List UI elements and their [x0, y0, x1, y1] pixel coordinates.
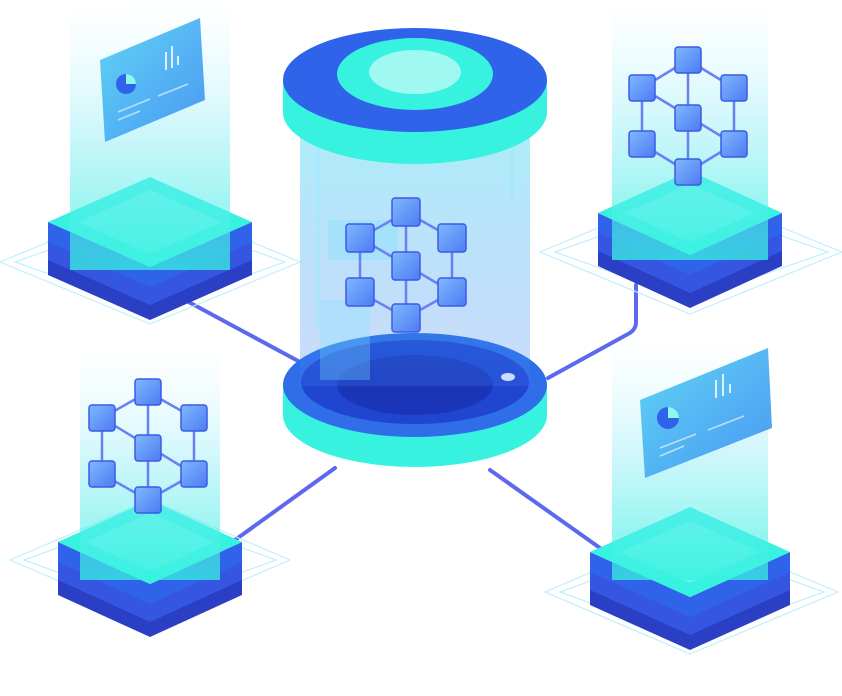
- hexagon-network-icon: [345, 197, 467, 333]
- hexagon-network-icon: [88, 378, 208, 514]
- chart-card-icon: [100, 18, 205, 142]
- link-bottom-left: [233, 466, 337, 542]
- server-node-bottom-right: [543, 340, 840, 655]
- database-cylinder-icon: [283, 28, 547, 467]
- link-top-right: [546, 283, 638, 380]
- hexagon-network-icon: [628, 46, 748, 186]
- chart-card-icon: [640, 348, 772, 478]
- server-node-top-left: [0, 0, 302, 325]
- connector-lines: [183, 283, 638, 550]
- server-node-top-right: [538, 0, 842, 315]
- link-top-left: [183, 298, 302, 364]
- link-bottom-right: [488, 468, 602, 550]
- server-node-bottom-left: [8, 350, 292, 637]
